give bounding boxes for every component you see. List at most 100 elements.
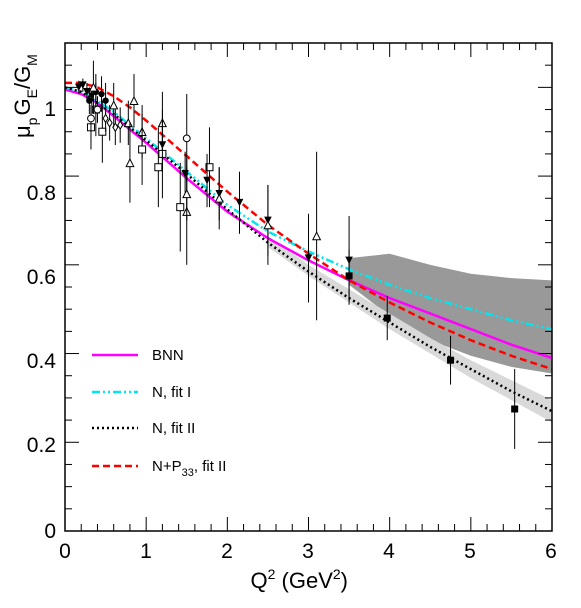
marker <box>447 356 455 364</box>
marker <box>98 90 105 98</box>
marker <box>138 145 147 154</box>
x-tick-label: 4 <box>383 540 395 563</box>
legend-label-p33: N+P33, fit II <box>152 458 226 479</box>
marker <box>235 198 244 207</box>
x-axis-label-unit-sup: 2 <box>333 566 341 582</box>
marker <box>214 193 224 203</box>
data-point <box>129 74 139 128</box>
marker <box>312 231 322 241</box>
uncertainty-bands <box>267 235 552 423</box>
data-point <box>263 184 273 265</box>
x-tick-label: 0 <box>59 540 71 563</box>
legend-label-p33-suffix: , fit II <box>194 458 227 475</box>
x-tick-label: 6 <box>545 540 557 563</box>
data-point <box>176 162 185 252</box>
x-tick-label: 2 <box>221 540 233 563</box>
data-point <box>205 127 214 208</box>
marker <box>304 254 313 262</box>
data-point <box>154 127 163 208</box>
marker <box>129 95 139 105</box>
marker <box>203 176 211 185</box>
legend-label-p33-sub: 33 <box>182 467 194 479</box>
x-tick-label: 3 <box>302 540 314 563</box>
y-axis-label: μpGE/GM <box>10 54 40 138</box>
data-points <box>74 60 519 449</box>
marker <box>98 127 107 136</box>
y-tick-label: 0.8 <box>27 182 56 205</box>
data-point <box>312 151 322 321</box>
legend-label-fit2: N, fit II <box>152 420 195 437</box>
data-point <box>182 167 192 221</box>
marker <box>205 163 214 172</box>
data-point <box>102 105 109 132</box>
data-point <box>83 82 91 101</box>
data-point <box>304 213 313 303</box>
y-axis-label-mu: μ <box>10 125 35 138</box>
y-axis-label-sub-M: M <box>24 54 40 66</box>
data-point <box>79 78 87 92</box>
data-point <box>88 60 99 114</box>
y-tick-label: 0 <box>44 520 56 543</box>
data-point <box>383 295 391 341</box>
marker <box>93 105 102 114</box>
y-tick-label: 0.4 <box>27 350 57 373</box>
data-point <box>86 87 93 114</box>
data-point <box>117 107 124 143</box>
x-axis-label-sup: 2 <box>268 566 276 582</box>
marker <box>79 81 87 89</box>
x-axis-label-unit-close: ) <box>341 568 348 593</box>
data-point <box>158 118 167 172</box>
data-point <box>98 76 105 112</box>
data-point <box>345 249 353 303</box>
band-2 <box>267 235 552 423</box>
marker <box>106 117 113 128</box>
x-tick-label: 5 <box>464 540 476 563</box>
legend-label-fit1: N, fit I <box>152 384 191 401</box>
legend-label-p33-main: N+P <box>152 458 182 475</box>
x-axis-label-main: Q <box>250 568 267 593</box>
marker <box>345 272 353 280</box>
data-point <box>203 153 211 208</box>
y-axis-label-GM: /G <box>10 66 35 89</box>
marker <box>158 141 167 149</box>
series-line-4 <box>65 81 553 371</box>
marker <box>83 88 91 96</box>
data-point <box>447 335 455 385</box>
data-point <box>106 105 113 141</box>
marker <box>125 157 135 168</box>
x-tick-label: 1 <box>140 540 152 563</box>
data-point <box>235 171 244 234</box>
y-axis-label-G: G <box>10 98 35 115</box>
y-tick-label: 0.6 <box>27 266 56 289</box>
marker <box>383 314 391 322</box>
y-axis-label-sub-p: p <box>24 117 40 125</box>
marker <box>182 134 191 143</box>
data-point <box>511 369 519 449</box>
x-axis-label: Q2 (GeV2) <box>250 566 348 593</box>
marker <box>86 97 93 104</box>
data-point <box>93 96 102 123</box>
data-point <box>138 113 147 185</box>
marker <box>176 203 185 212</box>
marker <box>109 100 119 110</box>
marker <box>511 405 519 413</box>
marker <box>263 219 273 230</box>
data-point <box>87 105 95 132</box>
x-axis-label-unit-open: (GeV <box>275 568 333 593</box>
marker <box>117 120 124 131</box>
axis-ticks <box>64 42 553 532</box>
marker <box>182 188 192 199</box>
x-tick-labels: 0 1 2 3 4 5 6 <box>59 540 557 563</box>
band-1 <box>349 253 552 374</box>
marker <box>88 82 99 92</box>
legend-label-bnn: BNN <box>152 347 184 364</box>
marker <box>102 97 109 104</box>
marker <box>102 113 109 124</box>
y-axis-label-sub-E: E <box>24 89 40 98</box>
data-point <box>214 167 224 230</box>
data-point <box>109 82 119 128</box>
y-tick-labels: 0 0.2 0.4 0.6 0.8 1 <box>27 98 57 543</box>
data-point <box>125 122 135 203</box>
y-tick-label: 0.2 <box>27 434 56 457</box>
